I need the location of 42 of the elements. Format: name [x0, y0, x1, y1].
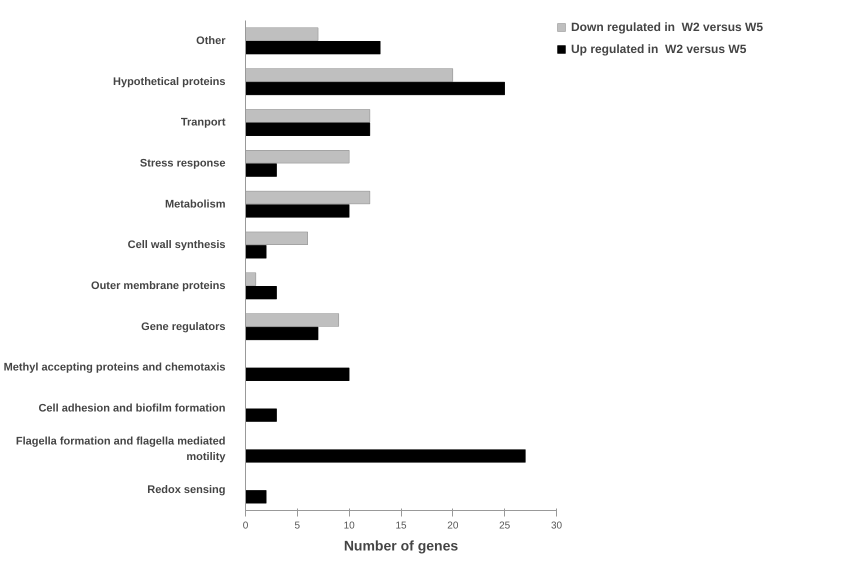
x-tick-label: 10 [344, 520, 356, 532]
x-axis-title: Number of genes [344, 538, 458, 554]
y-tick-label: Flagella formation and flagella mediated motility [16, 435, 226, 464]
y-tick-label: Cell adhesion and biofilm formation [38, 402, 226, 414]
y-tick-label: Other [196, 34, 226, 47]
bar [246, 122, 370, 136]
x-tick-label: 25 [499, 520, 511, 532]
bar [246, 313, 340, 327]
bar [246, 368, 350, 381]
bar [246, 190, 370, 204]
y-tick-label: Stress response [140, 157, 226, 170]
bar [246, 109, 370, 122]
bar [246, 28, 318, 41]
x-tick-label: 0 [242, 520, 249, 532]
bar [246, 490, 266, 504]
bar [246, 408, 277, 422]
y-tick-label: Methyl accepting proteins and chemotaxis [4, 362, 226, 374]
bar [246, 286, 277, 300]
bar [246, 41, 381, 54]
bar [246, 82, 505, 96]
bar [246, 449, 526, 463]
y-tick-label: Cell wall synthesis [128, 239, 226, 252]
bar [246, 164, 277, 177]
y-tick-label: Hypothetical proteins [113, 76, 226, 88]
y-tick-label: Outer membrane proteins [91, 280, 226, 292]
x-tick-label: 20 [447, 520, 459, 532]
x-tick-label: 30 [550, 520, 562, 532]
legend-label: Down regulated in W2 versus W5 [571, 20, 764, 34]
bar [246, 232, 308, 245]
x-tick-label: 5 [294, 520, 301, 532]
bar [246, 272, 256, 286]
y-tick-label: Redox sensing [147, 484, 226, 496]
legend-label: Up regulated in W2 versus W5 [571, 42, 746, 56]
bar [246, 150, 350, 164]
y-tick-label: Tranport [180, 116, 226, 129]
x-tick-label: 15 [395, 520, 407, 532]
y-tick-label: Gene regulators [141, 320, 226, 333]
y-tick-label: Metabolism [164, 198, 226, 210]
bar [246, 245, 266, 258]
bar [246, 204, 350, 218]
bar [246, 326, 318, 340]
bar [246, 68, 454, 82]
